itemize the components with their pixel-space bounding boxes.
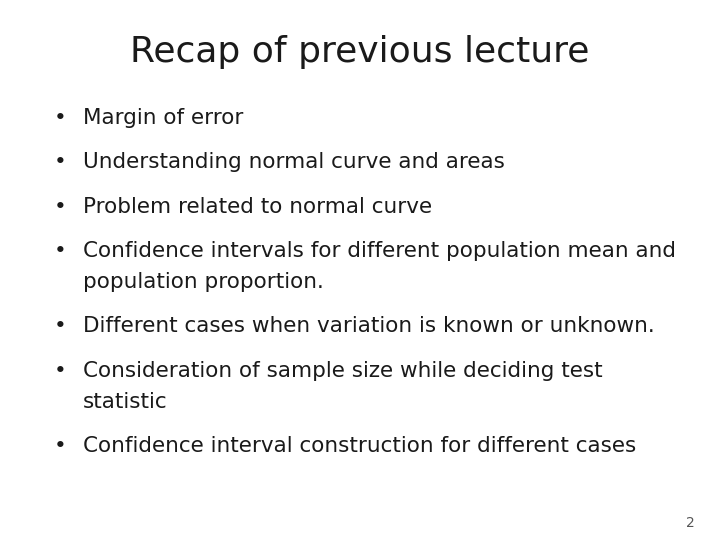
Text: •: • (54, 197, 67, 217)
Text: •: • (54, 436, 67, 456)
Text: •: • (54, 316, 67, 336)
Text: Different cases when variation is known or unknown.: Different cases when variation is known … (83, 316, 654, 336)
Text: statistic: statistic (83, 392, 168, 412)
Text: •: • (54, 108, 67, 128)
Text: Recap of previous lecture: Recap of previous lecture (130, 35, 590, 69)
Text: population proportion.: population proportion. (83, 272, 324, 292)
Text: Confidence intervals for different population mean and: Confidence intervals for different popul… (83, 241, 676, 261)
Text: Problem related to normal curve: Problem related to normal curve (83, 197, 432, 217)
Text: 2: 2 (686, 516, 695, 530)
Text: •: • (54, 361, 67, 381)
Text: •: • (54, 241, 67, 261)
Text: Margin of error: Margin of error (83, 108, 243, 128)
Text: Consideration of sample size while deciding test: Consideration of sample size while decid… (83, 361, 603, 381)
Text: Understanding normal curve and areas: Understanding normal curve and areas (83, 152, 505, 172)
Text: •: • (54, 152, 67, 172)
Text: Confidence interval construction for different cases: Confidence interval construction for dif… (83, 436, 636, 456)
